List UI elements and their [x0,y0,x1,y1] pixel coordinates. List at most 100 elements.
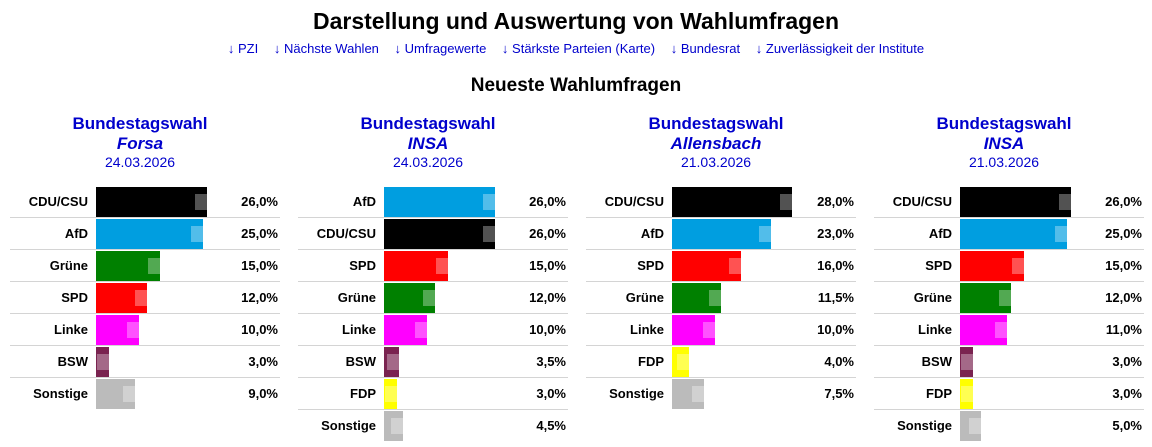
party-percentage: 5,0% [1112,418,1142,433]
party-percentage: 3,0% [536,386,566,401]
party-bar [384,187,495,217]
bar-track [384,219,514,249]
down-arrow-icon: ↓ [394,41,402,56]
party-bar [672,347,689,377]
party-name: Sonstige [33,386,88,401]
nav-link-label: Nächste Wahlen [284,41,379,56]
party-percentage: 12,0% [1105,290,1142,305]
party-bar [672,219,771,249]
party-percentage: 16,0% [817,258,854,273]
party-bar [960,347,973,377]
poll-election: Bundestagswahl [936,114,1072,133]
trend-marker [709,290,729,306]
party-percentage: 15,0% [1105,258,1142,273]
party-bar [960,379,973,409]
nav-link-staerkste-parteien[interactable]: ↓ Stärkste Parteien (Karte) [502,41,655,56]
bar-track [672,283,802,313]
party-name: Sonstige [897,418,952,433]
party-bar [960,187,1071,217]
party-bar [960,315,1007,345]
bar-track [96,219,226,249]
trend-marker [729,258,749,274]
poll-row: FDP 4,0% [586,346,856,378]
bar-track [960,283,1090,313]
poll-row: CDU/CSU 26,0% [10,186,280,218]
poll-header[interactable]: Bundestagswahl Allensbach 21.03.2026 [586,114,846,171]
poll-institute: Allensbach [670,134,762,153]
down-arrow-icon: ↓ [501,41,509,56]
poll-row: Sonstige 7,5% [586,378,856,409]
party-name: SPD [61,290,88,305]
nav-link-zuverlaessigkeit[interactable]: ↓ Zuverlässigkeit der Institute [756,41,924,56]
poll-header[interactable]: Bundestagswahl INSA 24.03.2026 [298,114,558,171]
poll-row: BSW 3,0% [10,346,280,378]
party-name: FDP [638,354,664,369]
poll-row: CDU/CSU 26,0% [874,186,1144,218]
poll-institute: INSA [407,134,449,153]
nav-link-umfragewerte[interactable]: ↓ Umfragewerte [395,41,487,56]
poll-card: Bundestagswahl INSA 24.03.2026 AfD 26,0% C… [298,114,568,447]
bar-track [960,251,1090,281]
party-bar [960,411,981,441]
poll-row: Grüne 15,0% [10,250,280,282]
party-percentage: 26,0% [241,194,278,209]
bar-track [960,187,1090,217]
party-bar [672,379,704,409]
bar-track [960,347,1090,377]
poll-row: Sonstige 4,5% [298,410,568,441]
party-bar [960,219,1067,249]
party-bar [384,347,399,377]
bar-track [672,251,802,281]
poll-header[interactable]: Bundestagswahl INSA 21.03.2026 [874,114,1134,171]
trend-marker [195,194,215,210]
bar-track [384,379,514,409]
party-name: CDU/CSU [316,226,376,241]
nav-link-pzi[interactable]: ↓ PZI [228,41,258,56]
party-name: Grüne [49,258,88,273]
party-percentage: 26,0% [529,226,566,241]
trend-marker [387,354,407,370]
party-name: Linke [342,322,376,337]
trend-marker [677,354,697,370]
trend-marker [191,226,211,242]
party-bar [384,283,435,313]
trend-marker [483,194,503,210]
down-arrow-icon: ↓ [227,41,235,56]
party-name: Grüne [913,290,952,305]
nav-link-naechste-wahlen[interactable]: ↓ Nächste Wahlen [274,41,379,56]
party-name: Grüne [337,290,376,305]
bar-track [672,219,802,249]
nav-link-bundesrat[interactable]: ↓ Bundesrat [671,41,740,56]
poll-row: SPD 16,0% [586,250,856,282]
poll-row: Grüne 12,0% [298,282,568,314]
poll-election: Bundestagswahl [648,114,784,133]
party-percentage: 4,5% [536,418,566,433]
party-name: Sonstige [609,386,664,401]
poll-row: Sonstige 5,0% [874,410,1144,441]
poll-header[interactable]: Bundestagswahl Forsa 24.03.2026 [10,114,270,171]
poll-card: Bundestagswahl Allensbach 21.03.2026 CDU… [586,114,856,447]
party-percentage: 4,0% [824,354,854,369]
party-percentage: 15,0% [241,258,278,273]
trend-marker [1059,194,1079,210]
poll-card: Bundestagswahl INSA 21.03.2026 CDU/CSU 26… [874,114,1144,447]
bar-track [384,347,514,377]
trend-marker [135,290,155,306]
trend-marker [123,386,143,402]
bar-track [960,411,1090,441]
party-bar [384,315,427,345]
trend-marker [127,322,147,338]
poll-row: AfD 23,0% [586,218,856,250]
party-percentage: 12,0% [529,290,566,305]
down-arrow-icon: ↓ [273,41,281,56]
party-name: AfD [928,226,952,241]
party-bar [96,251,160,281]
party-name: Linke [630,322,664,337]
party-percentage: 23,0% [817,226,854,241]
poll-card: Bundestagswahl Forsa 24.03.2026 CDU/CSU 2… [10,114,280,447]
party-name: AfD [352,194,376,209]
poll-institute: Forsa [116,134,164,153]
bar-track [672,187,802,217]
bar-track [96,283,226,313]
poll-row: Linke 10,0% [298,314,568,346]
